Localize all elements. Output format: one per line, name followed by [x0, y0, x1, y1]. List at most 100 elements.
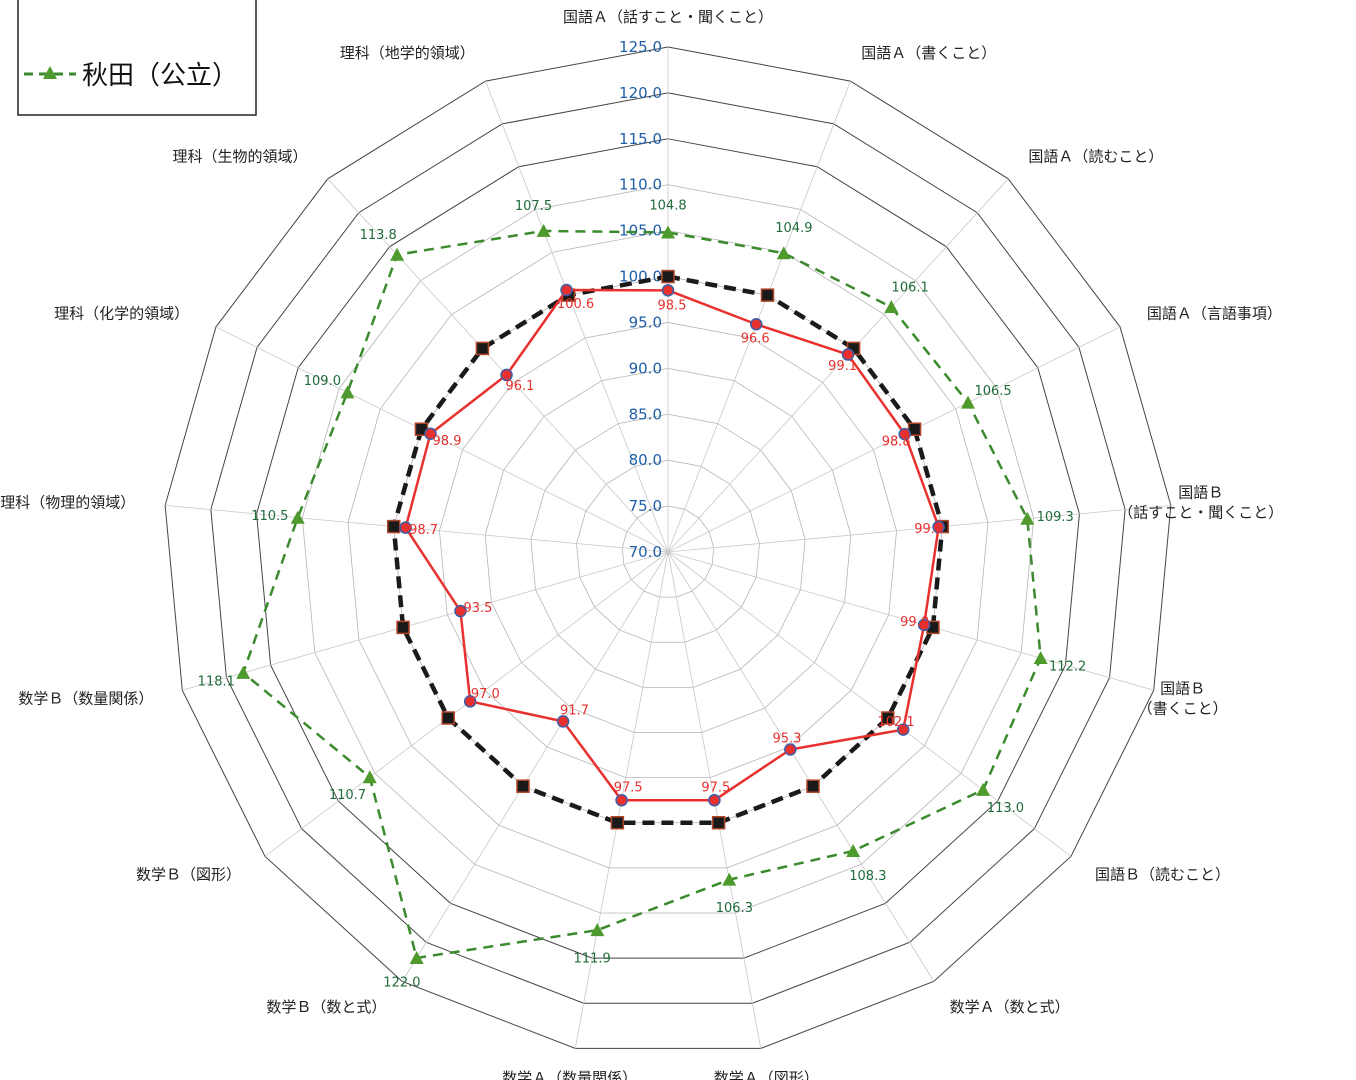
- data-label: 113.0: [987, 801, 1024, 816]
- marker-square: [516, 779, 530, 793]
- data-label: 91.7: [560, 703, 589, 718]
- data-label: 99.1: [828, 359, 857, 374]
- spoke: [667, 80, 851, 553]
- category-label: （書くこと）: [1138, 699, 1228, 717]
- tick-label: 90.0: [629, 359, 662, 377]
- category-label: 数学Ｂ（数と式）: [266, 998, 386, 1016]
- data-label: 106.3: [716, 901, 753, 916]
- marker-square: [396, 620, 410, 635]
- data-label: 97.5: [614, 780, 643, 795]
- spoke: [215, 326, 669, 553]
- data-label: 98.5: [658, 298, 687, 313]
- marker-square: [806, 779, 820, 793]
- spoke: [667, 178, 1009, 553]
- marker-circle: [661, 284, 675, 297]
- tick-label: 115.0: [619, 130, 662, 148]
- category-label: 国語Ａ（話すこと・聞くこと）: [563, 8, 773, 26]
- data-label: 109.3: [1037, 510, 1074, 525]
- category-label: 理科（生物的領域）: [173, 148, 308, 166]
- marker-circle: [896, 723, 910, 736]
- spoke: [165, 505, 669, 553]
- marker-circle: [932, 520, 945, 534]
- legend: 秋田（公立）: [17, 0, 257, 116]
- data-label: 98.8: [882, 434, 911, 449]
- category-label: 数学Ｂ（数量関係）: [18, 689, 153, 707]
- data-label: 122.0: [383, 976, 420, 991]
- tick-label: 105.0: [619, 222, 662, 240]
- grid-ring: [210, 92, 1126, 1004]
- data-label: 107.5: [515, 199, 552, 214]
- marker-circle: [749, 318, 763, 331]
- tick-label: 75.0: [629, 497, 662, 515]
- category-label: 数学Ａ（図形）: [714, 1069, 819, 1080]
- marker-triangle: [776, 246, 791, 260]
- marker-square: [475, 341, 490, 356]
- marker-triangle: [846, 843, 861, 857]
- spoke: [667, 505, 1171, 553]
- marker-triangle: [290, 510, 305, 524]
- grid-ring: [301, 184, 1035, 914]
- grid-ring: [621, 505, 715, 598]
- grid-ring: [256, 138, 1080, 959]
- category-label: 国語Ａ（読むこと）: [1028, 148, 1163, 166]
- marker-circle: [454, 604, 467, 618]
- legend-marker-akita: [43, 66, 57, 79]
- tick-label: 110.0: [619, 176, 662, 194]
- marker-triangle: [976, 782, 991, 796]
- spoke: [401, 551, 669, 982]
- marker-circle: [556, 715, 570, 728]
- marker-triangle: [961, 395, 976, 409]
- marker-triangle: [661, 225, 675, 239]
- category-label: 数学Ａ（数と式）: [950, 998, 1070, 1016]
- marker-triangle: [362, 770, 377, 784]
- tick-label: 125.0: [619, 38, 662, 56]
- grid-ring: [164, 46, 1172, 1049]
- marker-square: [661, 269, 675, 284]
- marker-square: [610, 816, 625, 830]
- category-label: 国語Ｂ（読むこと）: [1095, 865, 1230, 883]
- tick-label: 95.0: [629, 313, 662, 331]
- data-label: 108.3: [849, 869, 886, 884]
- category-label: 理科（化学的領域）: [54, 305, 189, 323]
- data-label: 99.0: [900, 615, 929, 630]
- data-label: 111.9: [574, 952, 611, 967]
- marker-triangle: [340, 385, 355, 399]
- spoke: [485, 80, 669, 553]
- series-line-0: [241, 229, 1042, 960]
- category-label: （話すこと・聞くこと）: [1118, 504, 1283, 522]
- tick-label: 80.0: [629, 451, 662, 469]
- category-label: 理科（地学的領域）: [340, 44, 475, 62]
- marker-triangle: [590, 923, 605, 937]
- marker-square: [441, 711, 455, 725]
- category-labels: 国語Ａ（話すこと・聞くこと） 国語Ａ（書くこと） 国語Ａ（読むこと） 国語Ａ（言語事項…: [0, 8, 1283, 1080]
- data-label: 97.0: [471, 687, 500, 702]
- spoke: [667, 551, 1154, 691]
- tick-label: 100.0: [619, 268, 662, 286]
- data-label: 95.3: [772, 732, 801, 747]
- data-label: 100.6: [557, 297, 594, 312]
- grid-ring: [484, 367, 852, 733]
- tick-label: 70.0: [629, 543, 662, 561]
- spoke: [327, 178, 669, 553]
- data-label: 112.2: [1049, 660, 1086, 675]
- category-label: 数学Ａ（数量関係）: [502, 1069, 637, 1080]
- data-label: 110.7: [329, 788, 366, 803]
- data-label: 96.6: [741, 331, 770, 346]
- marker-triangle: [236, 665, 251, 679]
- marker-circle: [399, 521, 412, 534]
- marker-triangle: [1033, 651, 1048, 665]
- marker-circle: [500, 368, 513, 382]
- data-label: 102.1: [877, 715, 914, 730]
- marker-square: [881, 711, 895, 725]
- radial-tick-labels: 70.0 75.0 80.0 85.0 90.0 95.0 100.0 105.0 110.0 1…: [619, 38, 662, 561]
- marker-circle: [424, 427, 437, 440]
- marker-square: [386, 519, 401, 534]
- category-label: 国語Ａ（言語事項）: [1147, 305, 1282, 323]
- category-label: 国語Ｂ: [1178, 484, 1223, 502]
- data-label: 99.6: [914, 522, 943, 537]
- marker-triangle: [409, 950, 424, 964]
- data-label: 109.0: [304, 374, 341, 389]
- marker-circle: [615, 793, 628, 807]
- data-label: 98.7: [409, 523, 438, 538]
